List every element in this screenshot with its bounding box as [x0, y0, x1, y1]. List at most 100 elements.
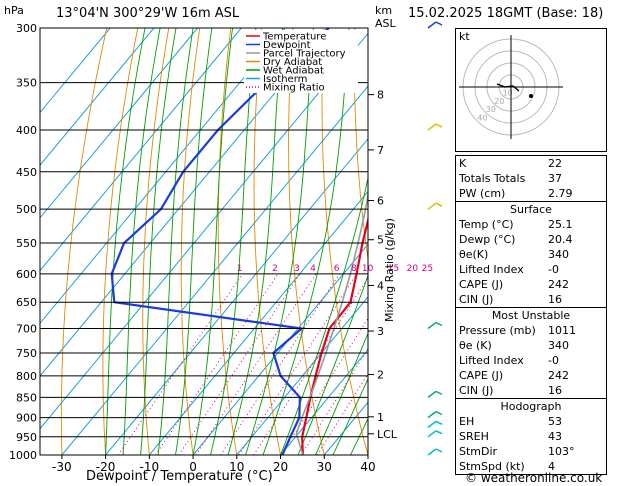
x-axis-title: Dewpoint / Temperature (°C) [86, 469, 273, 484]
hodograph-stat-row: StmDir 103° [456, 444, 606, 459]
pressure-tick-label: 650 [16, 296, 37, 309]
most-unstable-row: θe (K) 340 [456, 338, 606, 353]
isotherm-line [40, 28, 111, 114]
km-tick-label: 7 [377, 144, 384, 157]
km-tick-label: LCL [377, 428, 398, 441]
hodograph-stat-label: StmDir [459, 445, 498, 458]
copyright-text: © weatheronline.co.uk [465, 471, 603, 485]
isotherm-line [40, 28, 155, 166]
wind-barb-flag [435, 202, 443, 207]
pressure-tick-label: 750 [16, 347, 37, 360]
mixing-ratio-label: 4 [310, 264, 316, 274]
dry-adiabat-line [60, 28, 108, 455]
wind-barb-flag [435, 430, 443, 435]
mixing-ratio-label: 3 [294, 264, 300, 274]
legend-label: Dewpoint [263, 40, 311, 51]
wind-barb [427, 420, 437, 428]
plot-frame [39, 27, 369, 456]
surface-row: Dewp (°C) 20.4 [456, 232, 606, 247]
mixing-ratio-line [316, 372, 368, 455]
most-unstable-label: CAPE (J) [459, 369, 504, 382]
hodograph-stat-label: SREH [459, 430, 489, 443]
index-row: K 22 [456, 156, 606, 171]
hodograph-ring-label: 20 [494, 97, 504, 106]
most-unstable-label: θe (K) [459, 339, 492, 352]
datetime-title: 15.02.2025 18GMT (Base: 18) [408, 6, 604, 21]
pressure-tick-label: 400 [16, 124, 37, 137]
x-tick-label: 30 [317, 460, 332, 474]
hodograph-stat-label: EH [459, 415, 475, 428]
wind-barb-flag [435, 420, 443, 426]
pressure-tick-label: 850 [16, 391, 37, 404]
most-unstable-row: Lifted Index -0 [456, 353, 606, 368]
dry-adiabat-line [142, 28, 170, 455]
wind-barb [427, 123, 437, 131]
isotherm-line [40, 28, 198, 219]
most-unstable-label: Pressure (mb) [459, 324, 536, 337]
wind-barb-flag [435, 448, 443, 453]
most-unstable-row: Pressure (mb) 1011 [456, 323, 606, 338]
hodograph-stat-row: EH 53 [456, 414, 606, 429]
surface-label: Dewp (°C) [459, 233, 516, 246]
mixing-ratio-label: 25 [422, 264, 433, 274]
most-unstable-label: CIN (J) [459, 384, 494, 397]
surface-label: θe(K) [459, 248, 489, 261]
mixing-ratio-label: 1 [237, 264, 243, 274]
x-tick-label: -20 [96, 460, 116, 474]
index-label: K [459, 157, 467, 170]
mixing-ratio-line [117, 273, 244, 455]
isotherm-line [61, 85, 368, 455]
wind-barb [427, 390, 437, 398]
km-tick-label: 3 [377, 325, 384, 338]
hodograph-stat-row: SREH 43 [456, 429, 606, 444]
legend-label: Mixing Ratio [263, 83, 325, 94]
surface-value: 16 [548, 293, 562, 306]
asl-axis-label: ASL [375, 17, 396, 30]
pressure-tick-label: 450 [16, 166, 37, 179]
legend-label: Isotherm [263, 74, 307, 85]
surface-row: Temp (°C) 25.1 [456, 217, 606, 232]
isotherm-line [148, 190, 368, 455]
surface-label: CAPE (J) [459, 278, 504, 291]
pressure-tick-label: 700 [16, 323, 37, 336]
hodograph-ring-label: 30 [486, 105, 496, 114]
dry-adiabat-line [353, 28, 368, 263]
mixing-ratio-label: 8 [351, 264, 357, 274]
hodograph-table-title: Hodograph [500, 400, 562, 413]
most-unstable-label: Lifted Index [459, 354, 524, 367]
pressure-tick-label: 1000 [9, 449, 37, 462]
x-tick-label: 40 [360, 460, 375, 474]
isotherm-line [280, 348, 368, 455]
isotherm-line [40, 28, 286, 325]
surface-value: -0 [548, 263, 559, 276]
mixing-ratio-line [178, 273, 301, 455]
wind-barb [427, 430, 437, 438]
index-row: PW (cm) 2.79 [456, 186, 606, 201]
wind-barb-flag [435, 123, 443, 128]
surface-row: θe(K) 340 [456, 247, 606, 262]
storm-motion-marker [529, 94, 533, 98]
most-unstable-title: Most Unstable [491, 309, 571, 322]
hodograph-ring-label: 10 [503, 88, 513, 97]
pressure-tick-label: 600 [16, 268, 37, 281]
km-tick-label: 6 [377, 195, 384, 208]
x-tick-label: 20 [273, 460, 288, 474]
wind-barb [427, 21, 437, 29]
surface-value: 20.4 [548, 233, 573, 246]
hodograph-stat-value: 103° [548, 445, 575, 458]
surface-value: 242 [548, 278, 569, 291]
surface-label: Lifted Index [459, 263, 524, 276]
mixing-ratio-line [238, 273, 358, 455]
wet-adiabat-line [192, 28, 234, 455]
index-value: 37 [548, 172, 562, 185]
hodograph-stat-value: 53 [548, 415, 562, 428]
mixing-ratio-line [195, 273, 317, 455]
hpa-axis-label: hPa [4, 4, 24, 17]
mixing-ratio-label: 2 [272, 264, 278, 274]
indices-table: K 22 Totals Totals 37 PW (cm) 2.79 Surface Te… [455, 155, 607, 475]
wind-barb [427, 411, 437, 419]
x-tick-label: 0 [189, 460, 197, 474]
km-tick-label: 5 [377, 234, 384, 247]
